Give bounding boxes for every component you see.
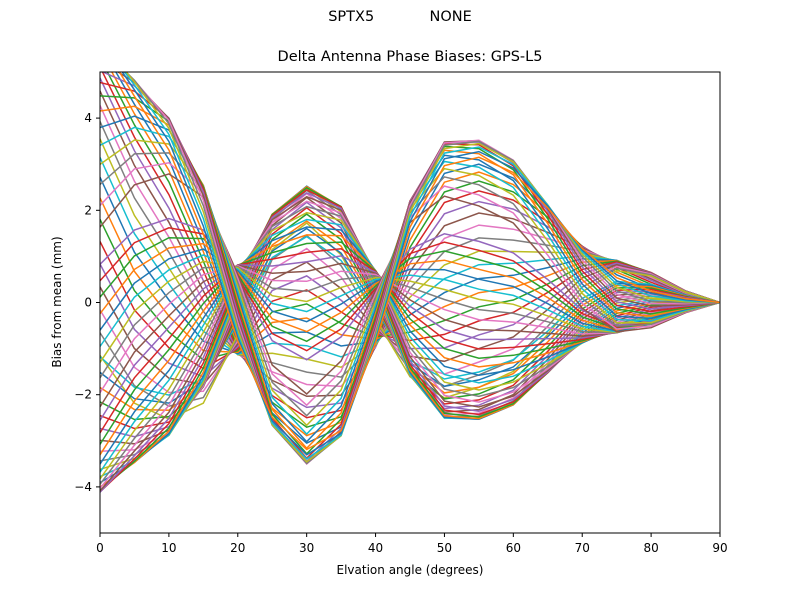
- series-line: [100, 242, 720, 333]
- y-tick-label: 0: [84, 296, 92, 310]
- series-line: [118, 72, 720, 451]
- series-line: [121, 72, 720, 456]
- series-line: [100, 248, 720, 332]
- y-tick-label: 2: [84, 203, 92, 217]
- x-tick-label: 50: [437, 541, 452, 555]
- series-line: [100, 222, 720, 420]
- x-tick-label: 70: [575, 541, 590, 555]
- x-axis: 0 10 20 30 40 50 60 70 80 90: [96, 533, 728, 555]
- series-line: [124, 72, 720, 465]
- series-line: [100, 218, 720, 361]
- y-tick-label: 4: [84, 111, 92, 125]
- x-tick-label: 60: [506, 541, 521, 555]
- series-line: [100, 192, 720, 493]
- x-tick-label: 20: [230, 541, 245, 555]
- x-tick-label: 40: [368, 541, 383, 555]
- series-line: [124, 72, 720, 463]
- series-line: [101, 72, 720, 419]
- series-line: [116, 72, 720, 465]
- figure-suptitle: SPTX5 NONE: [0, 9, 800, 25]
- series-line: [122, 72, 720, 466]
- series-line: [100, 77, 720, 409]
- y-axis-label: Bias from mean (mm): [50, 236, 64, 367]
- series-line: [115, 72, 720, 444]
- series-line: [111, 72, 720, 437]
- suptitle-right: NONE: [429, 9, 472, 25]
- series-line: [100, 185, 720, 488]
- suptitle-left: SPTX5: [328, 9, 375, 25]
- y-tick-label: −2: [74, 388, 92, 402]
- chart-title: Delta Antenna Phase Biases: GPS-L5: [277, 49, 543, 65]
- plot-frame: [99, 71, 721, 534]
- series-line: [100, 205, 720, 485]
- y-axis: 4 2 0 −2 −4: [74, 111, 100, 494]
- x-tick-label: 30: [299, 541, 314, 555]
- series-lines: [100, 72, 720, 493]
- series-line: [123, 72, 720, 460]
- y-tick-label: −4: [74, 480, 92, 494]
- x-axis-label: Elvation angle (degrees): [337, 563, 484, 577]
- x-tick-label: 0: [96, 541, 104, 555]
- x-tick-label: 10: [161, 541, 176, 555]
- x-tick-label: 80: [643, 541, 658, 555]
- x-tick-label: 90: [712, 541, 727, 555]
